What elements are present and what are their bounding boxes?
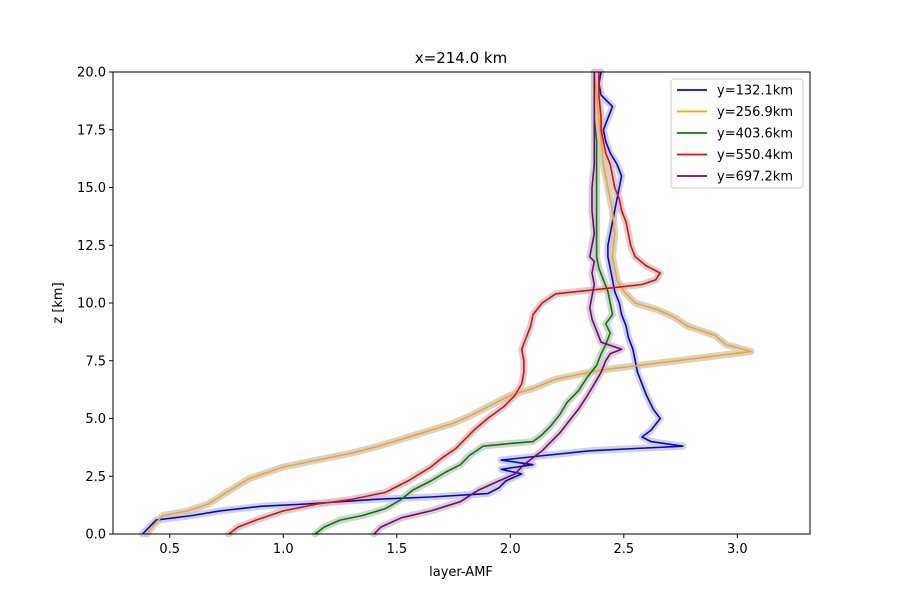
uncertainty-bands (139, 68, 755, 538)
x-axis-title: layer-AMF (429, 565, 493, 580)
series-line-3 (314, 72, 614, 535)
legend-label: y=132.1km (717, 84, 793, 99)
legend: y=132.1km y=256.9km y=403.6km y=550.4km y=69… (670, 78, 804, 189)
legend-label: y=403.6km (717, 127, 793, 142)
y-tick-label: 10.0 (77, 297, 106, 312)
uncertainty-band (311, 68, 616, 538)
x-tick-label: 0.5 (159, 542, 180, 557)
series-line-4 (228, 72, 661, 535)
x-tick-label: 2.5 (613, 542, 634, 557)
legend-box (670, 78, 804, 189)
y-tick-label: 12.5 (77, 239, 106, 254)
uncertainty-band (370, 68, 626, 538)
series-line-5 (373, 72, 623, 535)
uncertainty-band (143, 68, 755, 538)
x-tick-label: 1.5 (386, 542, 407, 557)
y-axis: 0.0 2.5 5.0 7.5 10.0 12.5 15.0 17.5 20.0 (77, 66, 113, 543)
legend-label: y=256.9km (717, 105, 793, 120)
y-tick-label: 0.0 (85, 528, 106, 543)
y-axis-title: z [km] (51, 282, 66, 323)
x-tick-label: 3.0 (727, 542, 748, 557)
y-tick-label: 7.5 (85, 354, 106, 369)
legend-label: y=697.2km (717, 170, 793, 185)
y-tick-label: 15.0 (77, 181, 106, 196)
y-tick-label: 5.0 (85, 412, 106, 427)
series-line-1 (141, 71, 684, 535)
y-tick-label: 17.5 (77, 123, 106, 138)
y-tick-label: 2.5 (85, 470, 106, 485)
series-lines (141, 71, 752, 535)
chart-title: x=214.0 km (415, 49, 507, 67)
series-line-2 (146, 71, 752, 535)
x-axis: 0.5 1.0 1.5 2.0 2.5 3.0 (159, 534, 748, 557)
x-tick-label: 1.0 (273, 542, 294, 557)
y-tick-label: 20.0 (77, 66, 106, 81)
legend-label: y=550.4km (717, 148, 793, 163)
x-tick-label: 2.0 (500, 542, 521, 557)
